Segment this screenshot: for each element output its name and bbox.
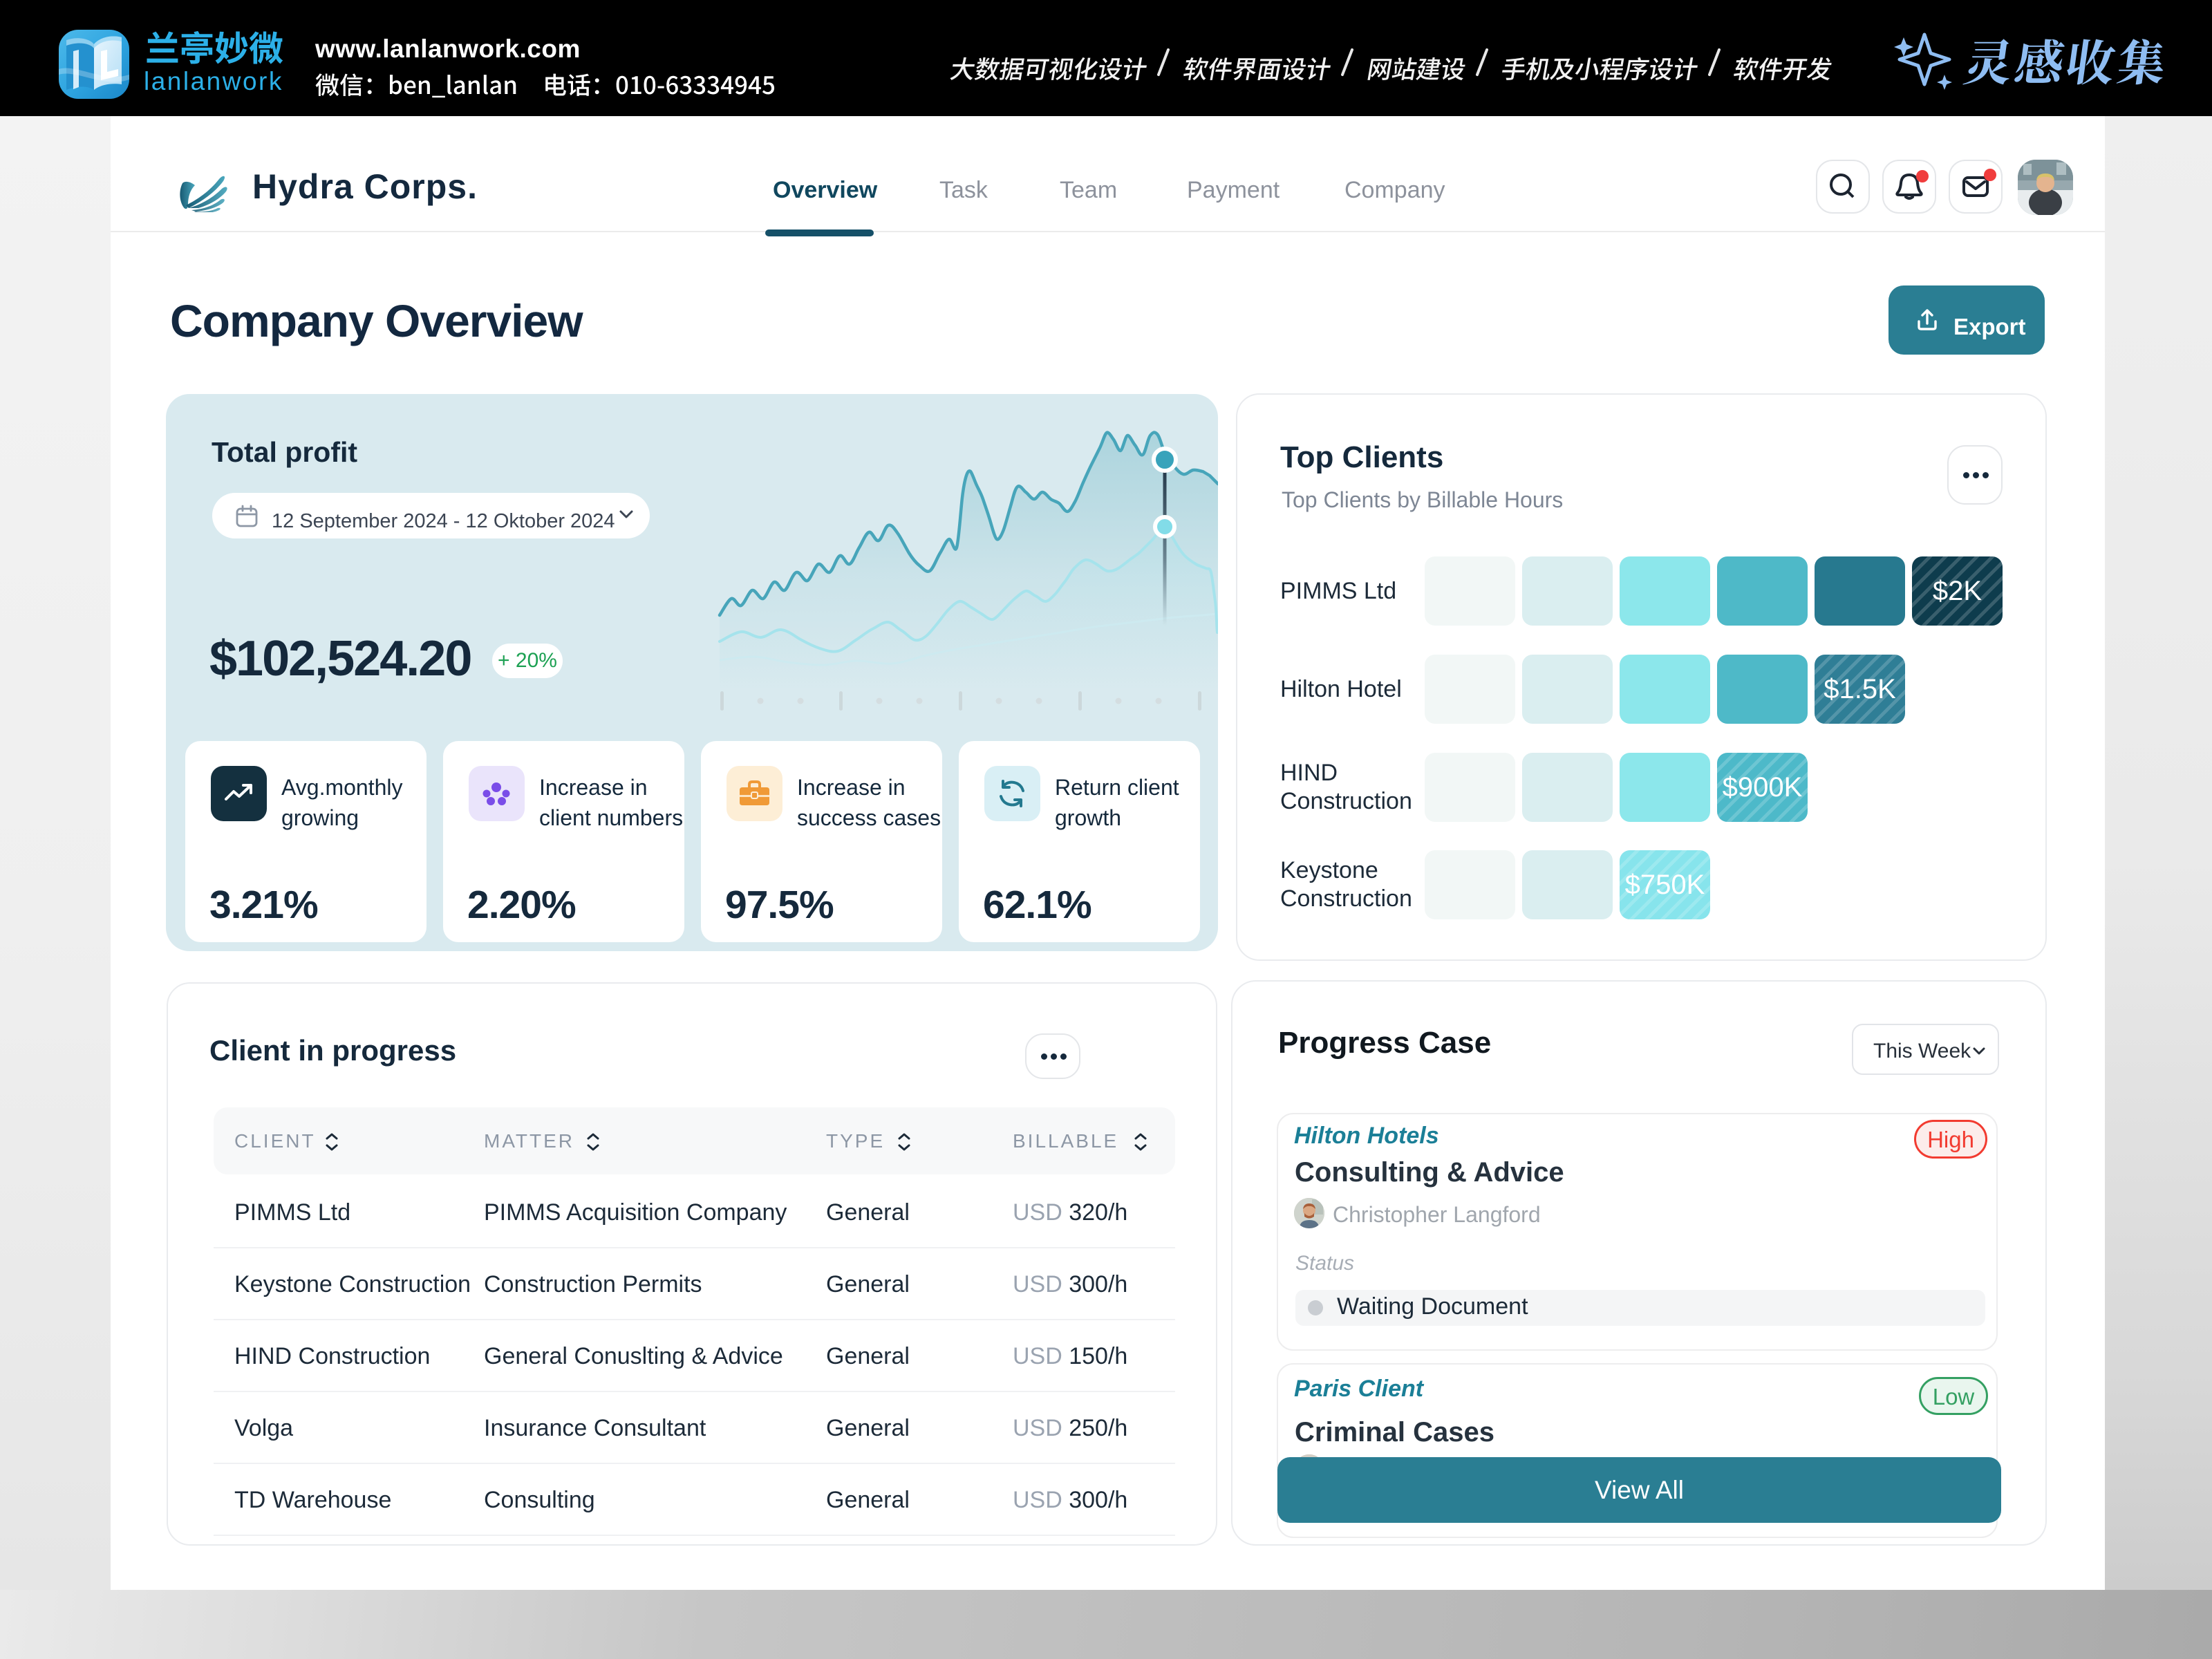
svg-text:lanlanwork: lanlanwork	[144, 67, 283, 95]
